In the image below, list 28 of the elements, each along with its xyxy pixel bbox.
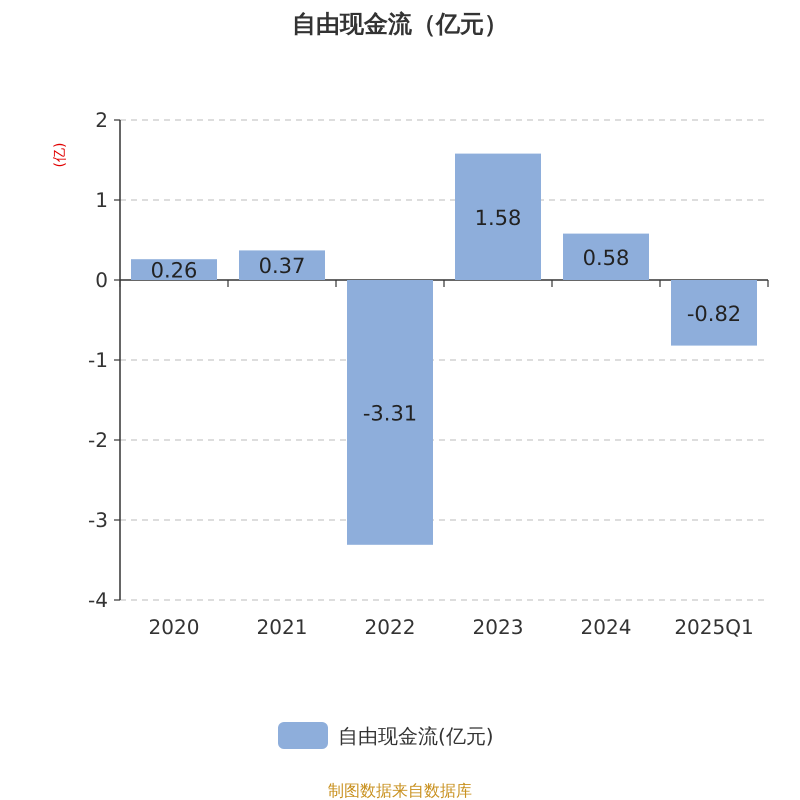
x-tick-label: 2025Q1 — [674, 615, 754, 639]
y-tick-label: 0 — [95, 268, 108, 292]
bar — [455, 154, 541, 280]
data-label: 1.58 — [474, 206, 522, 230]
x-tick-label: 2024 — [580, 615, 632, 639]
chart-title: 自由现金流（亿元） — [292, 10, 508, 38]
y-tick-label: -1 — [88, 348, 108, 372]
bar — [239, 250, 325, 280]
y-tick-label: -2 — [88, 428, 108, 452]
x-tick-label: 2020 — [148, 615, 200, 639]
bar — [563, 234, 649, 280]
legend-label: 自由现金流(亿元) — [338, 724, 494, 748]
y-tick-label: 1 — [95, 188, 108, 212]
y-axis-title: (亿) — [52, 142, 68, 168]
data-label: -3.31 — [362, 401, 418, 426]
y-tick-label: 2 — [95, 108, 108, 132]
x-tick-label: 2022 — [364, 615, 416, 639]
y-tick-label: -4 — [88, 588, 108, 612]
text: 制图数据来自数据库 — [328, 781, 472, 800]
data-label: 0.58 — [582, 246, 630, 270]
bar — [671, 280, 757, 346]
data-label: 0.26 — [150, 258, 198, 283]
bar — [347, 280, 433, 545]
x-tick-label: 2021 — [256, 615, 308, 639]
data-label: -0.82 — [686, 302, 742, 326]
x-tick-label: 2023 — [472, 615, 524, 639]
y-tick-label: -3 — [88, 508, 108, 532]
data-label: 0.37 — [258, 254, 306, 278]
